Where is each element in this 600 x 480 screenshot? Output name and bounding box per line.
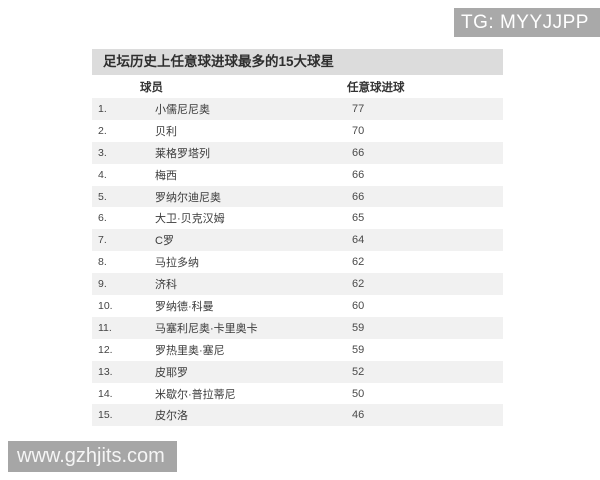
table-row: 6. 大卫·贝克汉姆 65 bbox=[92, 207, 503, 230]
column-header-goals: 任意球进球 bbox=[347, 81, 405, 94]
rank-cell: 4. bbox=[98, 168, 107, 181]
goals-cell: 77 bbox=[352, 102, 365, 115]
goals-cell: 65 bbox=[352, 212, 365, 225]
goals-cell: 52 bbox=[352, 365, 365, 378]
goals-cell: 64 bbox=[352, 234, 365, 247]
goals-cell: 66 bbox=[352, 168, 365, 181]
table-row: 1. 小儒尼尼奥 77 bbox=[92, 98, 503, 120]
goals-cell: 50 bbox=[352, 387, 365, 400]
player-cell: 梅西 bbox=[155, 169, 177, 182]
goals-cell: 70 bbox=[352, 124, 365, 137]
table-row: 4. 梅西 66 bbox=[92, 163, 503, 186]
rank-cell: 1. bbox=[98, 102, 107, 115]
rank-cell: 8. bbox=[98, 256, 107, 269]
table-row: 8. 马拉多纳 62 bbox=[92, 251, 503, 274]
player-cell: 米歇尔·普拉蒂尼 bbox=[155, 388, 236, 401]
player-cell: 皮尔洛 bbox=[155, 410, 188, 423]
table-row: 15. 皮尔洛 46 bbox=[92, 404, 503, 427]
player-cell: C罗 bbox=[155, 235, 174, 248]
player-cell: 大卫·贝克汉姆 bbox=[155, 213, 225, 226]
rank-cell: 2. bbox=[98, 124, 107, 137]
player-cell: 马塞利尼奥·卡里奥卡 bbox=[155, 322, 258, 335]
goals-cell: 66 bbox=[352, 146, 365, 159]
player-cell: 罗纳尔迪尼奥 bbox=[155, 191, 221, 204]
table-row: 2. 贝利 70 bbox=[92, 119, 503, 142]
site-watermark: www.gzhjits.com bbox=[8, 441, 177, 472]
telegram-watermark-badge: TG: MYYJJPP bbox=[454, 8, 600, 37]
rank-cell: 9. bbox=[98, 278, 107, 291]
player-cell: 小儒尼尼奥 bbox=[155, 103, 210, 116]
player-cell: 罗纳德·科曼 bbox=[155, 300, 214, 313]
table-row: 13. 皮耶罗 52 bbox=[92, 360, 503, 383]
goals-cell: 62 bbox=[352, 256, 365, 269]
rank-cell: 6. bbox=[98, 212, 107, 225]
table-row: 14. 米歇尔·普拉蒂尼 50 bbox=[92, 382, 503, 405]
rank-cell: 5. bbox=[98, 190, 107, 203]
goals-cell: 60 bbox=[352, 299, 365, 312]
goals-cell: 59 bbox=[352, 343, 365, 356]
column-header-player: 球员 bbox=[140, 81, 163, 94]
goals-cell: 62 bbox=[352, 278, 365, 291]
player-cell: 莱格罗塔列 bbox=[155, 147, 210, 160]
table-row: 5. 罗纳尔迪尼奥 66 bbox=[92, 185, 503, 208]
table-row: 9. 济科 62 bbox=[92, 273, 503, 296]
rank-cell: 14. bbox=[98, 387, 113, 400]
player-cell: 罗热里奥·塞尼 bbox=[155, 344, 225, 357]
table-header-row: 球员 任意球进球 bbox=[92, 75, 503, 98]
rank-cell: 15. bbox=[98, 409, 113, 422]
table-row: 10. 罗纳德·科曼 60 bbox=[92, 295, 503, 317]
rank-cell: 13. bbox=[98, 365, 113, 378]
goals-cell: 59 bbox=[352, 321, 365, 334]
player-cell: 皮耶罗 bbox=[155, 366, 188, 379]
rank-cell: 3. bbox=[98, 146, 107, 159]
goals-cell: 46 bbox=[352, 409, 365, 422]
freekick-ranking-table: 足坛历史上任意球进球最多的15大球星 球员 任意球进球 1. 小儒尼尼奥 77 2. 贝… bbox=[92, 49, 503, 427]
goals-cell: 66 bbox=[352, 190, 365, 203]
player-cell: 济科 bbox=[155, 279, 177, 292]
player-cell: 贝利 bbox=[155, 125, 177, 138]
rank-cell: 11. bbox=[98, 321, 112, 334]
rank-cell: 12. bbox=[98, 343, 113, 356]
table-row: 7. C罗 64 bbox=[92, 229, 503, 252]
table-row: 11. 马塞利尼奥·卡里奥卡 59 bbox=[92, 316, 503, 339]
player-cell: 马拉多纳 bbox=[155, 257, 199, 270]
table-row: 12. 罗热里奥·塞尼 59 bbox=[92, 338, 503, 361]
table-title: 足坛历史上任意球进球最多的15大球星 bbox=[92, 49, 503, 75]
table-rows: 1. 小儒尼尼奥 77 2. 贝利 70 3. 莱格罗塔列 66 4. 梅西 66 5. 罗纳尔迪尼奥 66… bbox=[92, 98, 503, 427]
table-row: 3. 莱格罗塔列 66 bbox=[92, 141, 503, 164]
rank-cell: 10. bbox=[98, 299, 113, 312]
rank-cell: 7. bbox=[98, 234, 107, 247]
